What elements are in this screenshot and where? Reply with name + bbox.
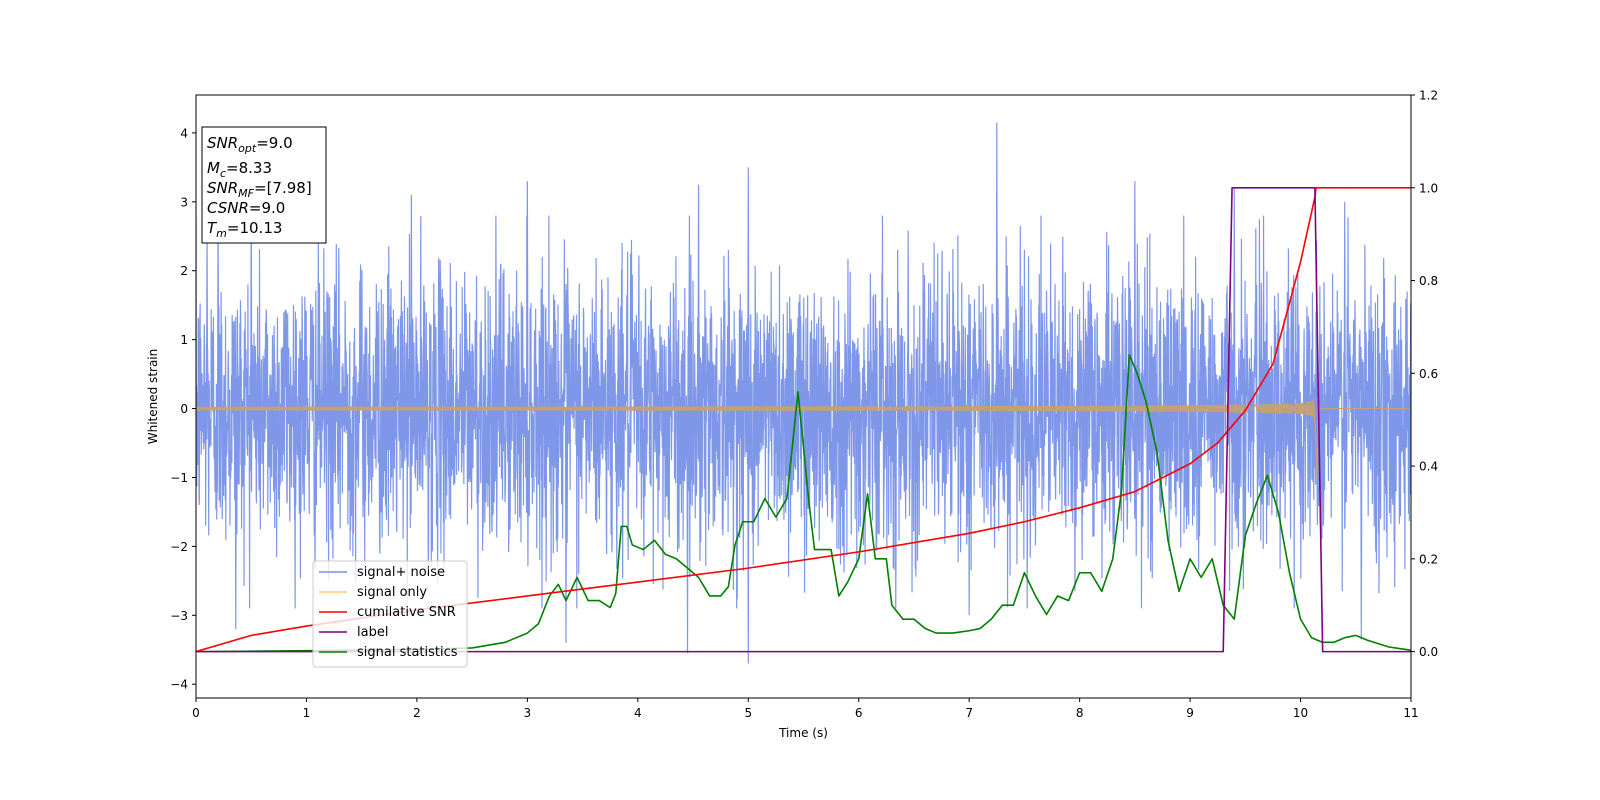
info-mc: Mc=8.33 — [207, 159, 272, 180]
y-axis-label: Whitened strain — [146, 349, 160, 445]
y-right-tick-label-0: 0.0 — [1419, 645, 1438, 659]
legend: signal+ noise signal only cumilative SNR… — [312, 560, 468, 668]
x-tick-label-6: 6 — [855, 706, 863, 720]
y-right-tick-label-1: 0.2 — [1419, 552, 1438, 566]
x-tick-label-2: 2 — [413, 706, 421, 720]
plot-frame — [195, 94, 1412, 699]
y-tick-label-2: −2 — [170, 540, 188, 554]
x-tick-label-0: 0 — [192, 706, 200, 720]
info-csnr: CSNR=9.0 — [207, 199, 285, 217]
legend-frame — [312, 560, 468, 668]
series-label — [196, 186, 1411, 653]
x-tick-label-8: 8 — [1076, 706, 1084, 720]
x-tick-label-10: 10 — [1293, 706, 1308, 720]
y-right-tick-label-5: 1.0 — [1419, 181, 1438, 195]
info-tm: Tm=10.13 — [207, 219, 282, 240]
legend-label-signal: signal only — [357, 585, 427, 600]
x-axis-label: Time (s) — [778, 726, 828, 740]
series-signal-statistics — [196, 353, 1411, 653]
axes-layer: 0 1 2 3 4 5 6 7 8 9 10 11 −4 −3 −2 −1 0 1 2 3 4 0.0 0.2 0.4 0.6 0… — [170, 89, 1438, 721]
y-right-tick-label-3: 0.6 — [1419, 367, 1438, 381]
info-box-frame — [201, 126, 327, 244]
x-tick-label-3: 3 — [524, 706, 532, 720]
legend-label-noise: signal+ noise — [357, 565, 445, 580]
legend-label-csnr: cumilative SNR — [357, 605, 456, 620]
y-tick-label-6: 2 — [180, 264, 188, 278]
x-tick-label-9: 9 — [1186, 706, 1194, 720]
x-tick-label-7: 7 — [965, 706, 973, 720]
y-tick-label-0: −4 — [170, 678, 188, 692]
info-snr-mf: SNRMF=[7.98] — [207, 179, 312, 200]
x-tick-label-1: 1 — [303, 706, 311, 720]
info-box: SNRopt=9.0 Mc=8.33 SNRMF=[7.98] CSNR=9.0… — [201, 126, 327, 244]
series-signal-only — [196, 398, 1411, 478]
y-right-tick-label-2: 0.4 — [1419, 460, 1438, 474]
x-tick-label-11: 11 — [1403, 706, 1418, 720]
info-snr-opt: SNRopt=9.0 — [207, 134, 293, 155]
x-tick-label-5: 5 — [744, 706, 752, 720]
y-tick-label-3: −1 — [170, 471, 188, 485]
y-right-tick-label-6: 1.2 — [1419, 89, 1438, 103]
y-tick-label-1: −3 — [170, 609, 188, 623]
x-tick-label-4: 4 — [634, 706, 642, 720]
y-tick-label-5: 1 — [180, 333, 188, 347]
legend-label-statistics: signal statistics — [357, 645, 458, 660]
y-tick-label-7: 3 — [180, 195, 188, 209]
y-right-tick-label-4: 0.8 — [1419, 274, 1438, 288]
legend-label-label: label — [357, 625, 388, 640]
y-tick-label-4: 0 — [180, 402, 188, 416]
y-tick-label-8: 4 — [180, 126, 188, 140]
series-layer — [196, 122, 1411, 664]
